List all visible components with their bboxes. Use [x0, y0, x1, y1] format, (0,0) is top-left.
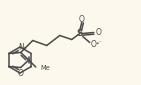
Text: O: O [18, 69, 24, 78]
Text: O: O [79, 15, 85, 23]
Text: O: O [91, 40, 97, 49]
Text: Me: Me [40, 65, 50, 71]
Text: N: N [18, 42, 24, 52]
Text: S: S [76, 29, 83, 38]
Text: •⁻: •⁻ [95, 41, 102, 46]
Text: +: + [21, 45, 27, 50]
Text: O: O [96, 28, 102, 37]
